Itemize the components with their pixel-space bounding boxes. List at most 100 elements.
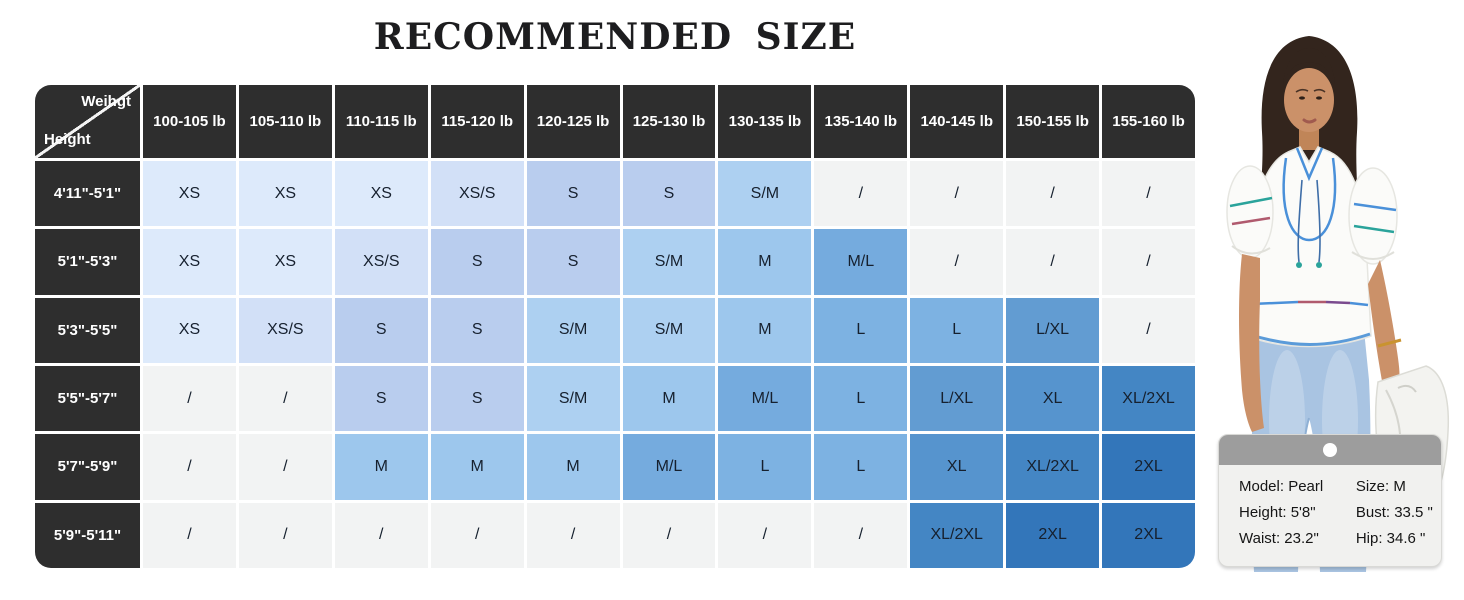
- model-name-value: Model: Pearl: [1239, 478, 1324, 495]
- height-row-header: 5'9"-5'11": [35, 502, 140, 568]
- size-cell: XS: [143, 297, 236, 363]
- size-cell: S: [334, 297, 428, 363]
- size-cell: /: [1102, 229, 1195, 295]
- size-cell: /: [143, 366, 236, 432]
- size-cell: XL/2XL: [910, 502, 1004, 568]
- size-cell: M: [430, 434, 524, 500]
- size-cell: /: [1006, 161, 1100, 227]
- size-cell: M: [334, 434, 428, 500]
- size-cell: S/M: [718, 161, 812, 227]
- size-cell: L: [910, 297, 1004, 363]
- model-spec-row: Waist: 23.2" Hip: 34.6 ": [1239, 530, 1441, 547]
- size-cell: S: [622, 161, 716, 227]
- size-cell: /: [1102, 297, 1195, 363]
- model-size-value: Size: M: [1355, 478, 1406, 495]
- size-cell: M/L: [814, 229, 908, 295]
- size-cell: XS: [238, 161, 332, 227]
- size-cell: /: [910, 229, 1004, 295]
- weight-column-header: 125-130 lb: [622, 85, 716, 158]
- size-cell: S: [430, 297, 524, 363]
- size-cell: XS: [143, 161, 236, 227]
- weight-column-header: 155-160 lb: [1102, 85, 1195, 158]
- size-cell: L: [718, 434, 812, 500]
- size-cell: L/XL: [1006, 297, 1100, 363]
- size-cell: L/XL: [910, 366, 1004, 432]
- weight-column-header: 115-120 lb: [430, 85, 524, 158]
- height-row-header: 5'5"-5'7": [35, 366, 140, 432]
- size-cell: XL: [910, 434, 1004, 500]
- size-cell: /: [910, 161, 1004, 227]
- size-cell: S/M: [622, 297, 716, 363]
- size-cell: M/L: [718, 366, 812, 432]
- height-row-header: 5'1"-5'3": [35, 229, 140, 295]
- size-cell: /: [143, 434, 236, 500]
- size-cell: S/M: [526, 297, 620, 363]
- weight-column-header: 130-135 lb: [718, 85, 812, 158]
- size-cell: /: [814, 502, 908, 568]
- weight-column-header: 105-110 lb: [238, 85, 332, 158]
- size-cell: S: [430, 366, 524, 432]
- size-cell: M: [526, 434, 620, 500]
- size-cell: 2XL: [1102, 502, 1195, 568]
- size-cell: /: [430, 502, 524, 568]
- page-title: RECOMMENDED SIZE: [373, 16, 857, 58]
- weight-column-header: 120-125 lb: [526, 85, 620, 158]
- size-cell: M: [622, 366, 716, 432]
- size-cell: /: [238, 434, 332, 500]
- size-cell: XS/S: [334, 229, 428, 295]
- tag-strip: [1219, 435, 1441, 465]
- size-cell: S: [334, 366, 428, 432]
- model-bust-value: Bust: 33.5 ": [1355, 504, 1433, 521]
- tag-hole-icon: [1323, 443, 1337, 457]
- size-cell: L: [814, 434, 908, 500]
- model-spec-row: Height: 5'8" Bust: 33.5 ": [1239, 504, 1441, 521]
- size-cell: S/M: [526, 366, 620, 432]
- size-cell: /: [814, 161, 908, 227]
- weight-column-header: 150-155 lb: [1006, 85, 1100, 158]
- size-cell: M: [718, 229, 812, 295]
- size-cell: /: [1102, 161, 1195, 227]
- size-cell: XS/S: [238, 297, 332, 363]
- size-cell: /: [526, 502, 620, 568]
- size-cell: XL/2XL: [1006, 434, 1100, 500]
- size-cell: XS: [238, 229, 332, 295]
- size-cell: M: [718, 297, 812, 363]
- size-cell: XL/2XL: [1102, 366, 1195, 432]
- size-cell: 2XL: [1102, 434, 1195, 500]
- size-cell: S: [526, 161, 620, 227]
- model-info-card: Model: Pearl Size: M Height: 5'8" Bust: …: [1218, 434, 1442, 567]
- weight-axis-label: Weihgt: [81, 93, 131, 110]
- size-chart-grid: Weihgt Height 100-105 lb 105-110 lb 110-11…: [35, 85, 1195, 568]
- size-cell: L: [814, 297, 908, 363]
- size-cell: /: [238, 502, 332, 568]
- weight-column-header: 110-115 lb: [334, 85, 428, 158]
- size-cell: /: [238, 366, 332, 432]
- height-weight-corner-cell: Weihgt Height: [35, 85, 140, 158]
- model-waist-value: Waist: 23.2": [1239, 530, 1319, 547]
- size-cell: /: [1006, 229, 1100, 295]
- size-cell: /: [143, 502, 236, 568]
- size-cell: XS/S: [430, 161, 524, 227]
- model-specs: Model: Pearl Size: M Height: 5'8" Bust: …: [1219, 465, 1441, 547]
- size-cell: XS: [334, 161, 428, 227]
- weight-column-header: 140-145 lb: [910, 85, 1004, 158]
- size-cell: L: [814, 366, 908, 432]
- size-cell: XS: [143, 229, 236, 295]
- model-height-value: Height: 5'8": [1239, 504, 1316, 521]
- size-cell: XL: [1006, 366, 1100, 432]
- size-cell: /: [718, 502, 812, 568]
- weight-column-header: 100-105 lb: [143, 85, 236, 158]
- weight-column-header: 135-140 lb: [814, 85, 908, 158]
- height-axis-label: Height: [44, 131, 91, 148]
- size-cell: S: [526, 229, 620, 295]
- size-cell: S/M: [622, 229, 716, 295]
- size-cell: 2XL: [1006, 502, 1100, 568]
- size-cell: /: [622, 502, 716, 568]
- model-spec-row: Model: Pearl Size: M: [1239, 478, 1441, 495]
- size-cell: S: [430, 229, 524, 295]
- size-cell: M/L: [622, 434, 716, 500]
- height-row-header: 4'11"-5'1": [35, 161, 140, 227]
- height-row-header: 5'7"-5'9": [35, 434, 140, 500]
- height-row-header: 5'3"-5'5": [35, 297, 140, 363]
- model-hip-value: Hip: 34.6 ": [1355, 530, 1426, 547]
